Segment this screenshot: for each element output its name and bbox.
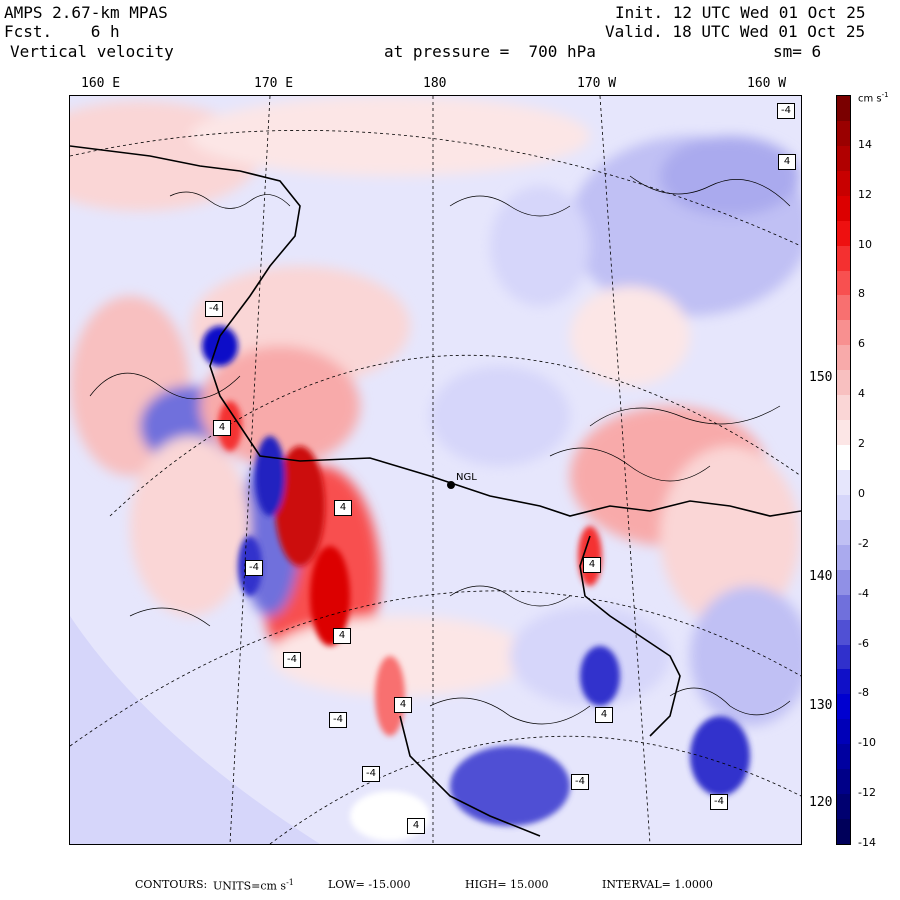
graticule (70, 96, 801, 844)
colorbar-segment (837, 195, 850, 222)
colorbar-tick-label: 6 (858, 337, 865, 351)
contour-box: -4 (710, 794, 728, 810)
colorbar-segment (837, 719, 850, 745)
contour-box: -4 (283, 652, 301, 668)
contour-box: 4 (778, 154, 796, 170)
colorbar-segment (837, 120, 850, 147)
fcst-label: Fcst. (4, 22, 53, 41)
footer-high: HIGH= 15.000 (465, 878, 549, 891)
footer-units-exp: -1 (286, 878, 294, 887)
colorbar-segment (837, 220, 850, 247)
colorbar-tick-label: -2 (858, 536, 869, 550)
colorbar-tick-label: -12 (858, 786, 876, 800)
coastline (70, 145, 801, 837)
init-time: Init. 12 UTC Wed 01 Oct 25 (615, 3, 866, 22)
colorbar-tick-label: 14 (858, 137, 872, 151)
colorbar-segment (837, 96, 850, 122)
colorbar-segment (837, 445, 850, 471)
colorbar-tick-label: -6 (858, 636, 869, 650)
lon-label-160w: 160 W (747, 76, 787, 91)
contour-box: 4 (595, 707, 613, 723)
colorbar-segment (837, 519, 850, 546)
colorbar-tick-label: 2 (858, 437, 865, 451)
colorbar-segment (837, 569, 850, 596)
contour-box: 4 (407, 818, 425, 834)
valid-time: Valid. 18 UTC Wed 01 Oct 25 (605, 22, 866, 41)
colorbar-tick-label: 10 (858, 237, 872, 251)
colorbar-tick-label: -8 (858, 686, 869, 700)
footer-units: UNITS=cm s-1 (213, 878, 294, 893)
variable-title: Vertical velocity (10, 42, 174, 61)
colorbar (836, 95, 851, 845)
lon-label-180: 180 (423, 76, 447, 91)
colorbar-tick-label: 12 (858, 187, 872, 201)
colorbar-segment (837, 470, 850, 496)
pressure-level: at pressure = 700 hPa (384, 43, 596, 61)
contour-box: -4 (205, 301, 223, 317)
station-label: NGL (456, 472, 477, 483)
contour-box: 4 (583, 557, 601, 573)
contour-box: 4 (333, 628, 351, 644)
colorbar-tick-label: 4 (858, 387, 865, 401)
colorbar-units: cm s-1 (858, 91, 889, 104)
colorbar-segment (837, 794, 850, 820)
outer-domain-shade (70, 616, 320, 844)
colorbar-units-exp: -1 (881, 91, 889, 99)
colorbar-segment (837, 270, 850, 296)
lon-label-170e: 170 E (254, 76, 294, 91)
footer-contours-label: CONTOURS: (135, 878, 208, 891)
colorbar-segment (837, 170, 850, 197)
pressure-label: at pressure = (384, 42, 510, 61)
contour-lines (89, 175, 791, 725)
contour-box: 4 (334, 500, 352, 516)
model-title: AMPS 2.67-km MPAS (4, 3, 168, 22)
colorbar-segment (837, 644, 850, 670)
colorbar-units-label: cm s (858, 93, 882, 105)
colorbar-tick-label: 0 (858, 486, 865, 500)
colorbar-segment (837, 694, 850, 720)
contour-box: 4 (213, 420, 231, 436)
footer-interval: INTERVAL= 1.0000 (602, 878, 713, 891)
colorbar-segment (837, 544, 850, 571)
pressure-value: 700 hPa (528, 42, 596, 61)
forecast-hour-label: Fcst. 6 h (4, 23, 120, 41)
colorbar-tick-label: -10 (858, 736, 876, 750)
colorbar-segment (837, 145, 850, 172)
contour-box: -4 (329, 712, 347, 728)
colorbar-tick-label: -14 (858, 836, 876, 849)
contour-box: -4 (245, 560, 263, 576)
station-marker (447, 481, 455, 489)
fcst-value: 6 h (90, 22, 120, 41)
contour-box: -4 (777, 103, 795, 119)
colorbar-segment (837, 245, 850, 272)
footer-units-label: UNITS=cm s (213, 879, 287, 893)
colorbar-segment (837, 320, 850, 346)
colorbar-segment (837, 420, 850, 446)
colorbar-segment (837, 395, 850, 421)
map-canvas: NGL (70, 96, 801, 844)
colorbar-segment (837, 370, 850, 396)
colorbar-segment (837, 669, 850, 695)
colorbar-segment (837, 819, 850, 845)
contour-box: 4 (394, 697, 412, 713)
footer-low: LOW= -15.000 (328, 878, 411, 891)
contour-box: -4 (571, 774, 589, 790)
lon-label-170w: 170 W (577, 76, 617, 91)
lon-label-160e: 160 E (81, 76, 121, 91)
colorbar-segment (837, 744, 850, 770)
colorbar-segment (837, 295, 850, 321)
colorbar-tick-label: -4 (858, 586, 869, 600)
smoothing-label: sm= 6 (773, 42, 822, 61)
colorbar-segment (837, 345, 850, 371)
colorbar-tick-label: 8 (858, 287, 865, 301)
vertical-velocity-map[interactable]: NGL (69, 95, 802, 845)
contour-box: -4 (362, 766, 380, 782)
colorbar-segment (837, 619, 850, 646)
colorbar-segment (837, 594, 850, 621)
field-blobs (70, 96, 801, 726)
colorbar-segment (837, 769, 850, 795)
colorbar-segment (837, 494, 850, 521)
